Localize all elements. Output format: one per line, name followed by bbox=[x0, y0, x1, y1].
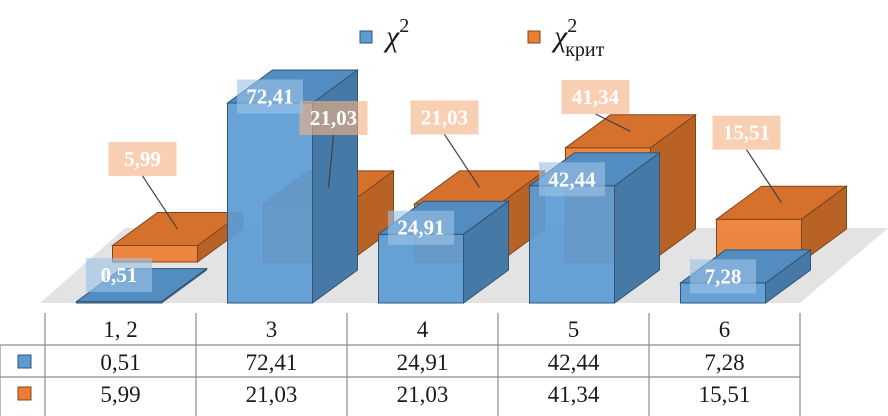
table-chi2krit-value-1: 5,99 bbox=[100, 382, 140, 407]
blue-data-label-1: 0,51 bbox=[86, 258, 152, 293]
blue-bar-3 bbox=[376, 200, 511, 304]
legend-item-chi2-krit: χ2 крит bbox=[527, 15, 605, 61]
orange-data-label-3-box bbox=[410, 100, 479, 135]
orange-leader-5 bbox=[745, 149, 783, 203]
blue-data-label-1-text: 0,51 bbox=[101, 263, 138, 287]
orange-data-label-4-box bbox=[561, 80, 630, 114]
blue-data-label-5: 7,28 bbox=[690, 259, 756, 294]
blue-data-label-2: 72,41 bbox=[237, 79, 303, 114]
category-label-5: 6 bbox=[719, 317, 731, 342]
blue-data-label-4-box bbox=[539, 162, 605, 197]
legend-item-chi2-label: χ2 bbox=[383, 15, 409, 53]
orange-bar-5-top bbox=[714, 185, 849, 220]
data-table: 1, 2 3 4 5 6 0,51 72,41 24,91 42,44 7,28 5,99 21,03… bbox=[0, 313, 801, 416]
orange-leader-3 bbox=[443, 134, 481, 188]
legend-item-chi2-krit-label: χ2 крит bbox=[551, 15, 605, 61]
legend-item-chi2-krit-swatch bbox=[527, 30, 541, 44]
data-labels: 5,99 21,03 21,03 41,34 15,51 0,51 72,41 24,91 42… bbox=[86, 79, 781, 294]
legend-item-chi2: χ2 bbox=[359, 15, 409, 53]
category-label-3: 4 bbox=[417, 317, 429, 342]
table-chi2krit-value-5: 15,51 bbox=[699, 382, 751, 407]
table-chi2-value-1: 0,51 bbox=[100, 350, 140, 375]
orange-leader-1 bbox=[141, 175, 179, 230]
orange-leader-2 bbox=[327, 134, 335, 188]
orange-data-label-1-box bbox=[108, 141, 177, 176]
table-chi2krit-value-3: 21,03 bbox=[397, 382, 449, 407]
table-legend-key-chi2 bbox=[17, 354, 32, 369]
blue-data-label-3-box bbox=[388, 210, 454, 245]
table-chi2krit-value-2: 21,03 bbox=[246, 382, 298, 407]
orange-data-label-4: 41,34 bbox=[561, 80, 630, 114]
blue-data-label-3: 24,91 bbox=[388, 210, 454, 245]
blue-data-label-2-text: 72,41 bbox=[246, 85, 293, 109]
orange-data-label-1-text: 5,99 bbox=[124, 147, 161, 171]
orange-data-label-2: 21,03 bbox=[299, 101, 368, 135]
blue-data-label-4-text: 42,44 bbox=[548, 167, 596, 191]
table-chi2-value-4: 42,44 bbox=[548, 350, 600, 375]
legend-item-chi2-swatch bbox=[359, 30, 373, 44]
category-label-2: 3 bbox=[266, 317, 278, 342]
orange-data-label-2-box bbox=[299, 101, 368, 135]
blue-data-label-2-box bbox=[237, 79, 303, 114]
orange-data-label-2-text: 21,03 bbox=[310, 106, 357, 130]
category-label-4: 5 bbox=[568, 317, 580, 342]
orange-data-label-5-box bbox=[712, 115, 781, 150]
category-label-1: 1, 2 bbox=[103, 317, 138, 342]
blue-data-label-5-box bbox=[690, 259, 756, 294]
blue-bar-4-front bbox=[529, 185, 615, 304]
orange-data-label-4-text: 41,34 bbox=[572, 85, 620, 109]
table-chi2-value-5: 7,28 bbox=[704, 350, 744, 375]
data-label-leaders bbox=[141, 113, 783, 230]
orange-data-label-1: 5,99 bbox=[108, 141, 177, 176]
table-chi2-value-2: 72,41 bbox=[246, 350, 298, 375]
orange-leader-4 bbox=[595, 113, 631, 132]
table-legend-key-chi2-krit bbox=[17, 386, 32, 401]
legend: χ2 χ2 крит bbox=[359, 15, 605, 61]
orange-data-label-5: 15,51 bbox=[712, 115, 781, 150]
blue-data-label-3-text: 24,91 bbox=[397, 216, 444, 240]
orange-data-label-3-text: 21,03 bbox=[421, 105, 468, 129]
blue-data-label-1-box bbox=[86, 258, 152, 293]
orange-data-label-3: 21,03 bbox=[410, 100, 479, 135]
blue-data-label-4: 42,44 bbox=[539, 162, 605, 197]
table-chi2-value-3: 24,91 bbox=[397, 350, 449, 375]
orange-data-label-5-text: 15,51 bbox=[723, 121, 770, 145]
table-chi2krit-value-4: 41,34 bbox=[548, 382, 600, 407]
blue-data-label-5-text: 7,28 bbox=[705, 264, 742, 288]
